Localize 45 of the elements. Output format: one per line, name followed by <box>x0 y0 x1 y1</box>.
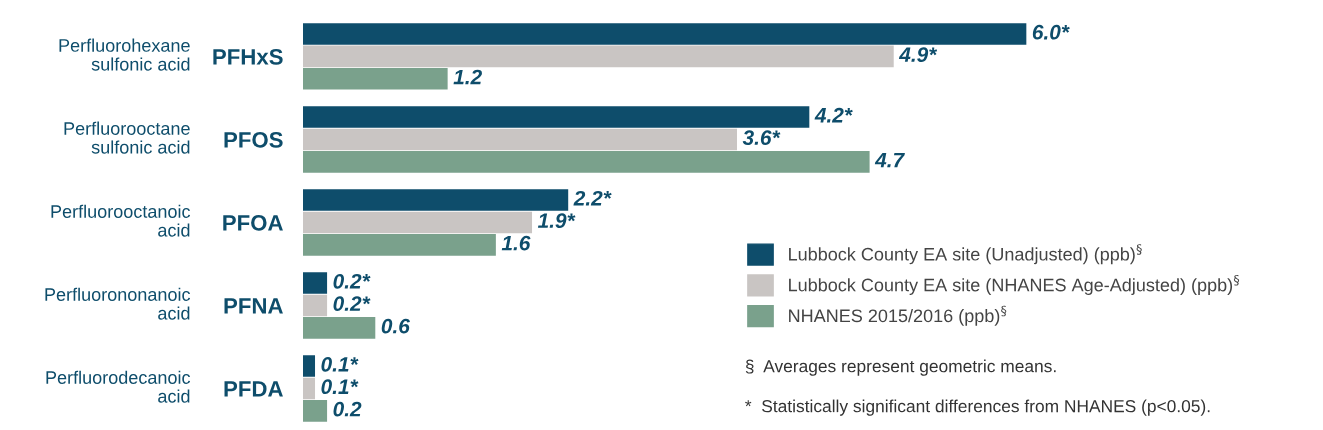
y-tick-label: PFNA <box>224 298 283 314</box>
data-label: 2.2* <box>573 190 612 206</box>
bar <box>302 128 737 151</box>
data-label: 6.0* <box>1032 24 1070 40</box>
bar <box>302 377 316 400</box>
legend-label: NHANES 2015/2016 (ppb)$^{§}$ <box>789 305 1007 326</box>
data-label: 3.6* <box>742 130 781 146</box>
data-label: 4.2* <box>814 107 853 123</box>
bar <box>302 294 328 317</box>
legend-label: Lubbock County EA site (Unadjusted) (ppb)$^{§}$ <box>789 244 1142 265</box>
bar <box>302 68 448 90</box>
text: Perfluorodecanoic acid <box>46 370 191 403</box>
bar <box>302 272 328 294</box>
bar <box>302 400 328 422</box>
y-tick-label: PFOS <box>224 131 283 148</box>
text: Perfluorohexane sulfonic acid <box>59 38 190 71</box>
data-label: 0.6 <box>381 318 410 334</box>
data-label: 1.9* <box>537 213 576 229</box>
y-tick-label: PFOA <box>223 214 283 231</box>
annotation: § Averages represent geometric means. <box>745 359 1056 376</box>
data-label: 4.7 <box>874 152 905 168</box>
legend-label: Lubbock County EA site (NHANES Age-Adjusted) (ppb)$^{§}$ <box>789 274 1240 295</box>
text: Perfluorononanoic acid <box>45 287 191 320</box>
data-label: 1.2 <box>453 69 482 85</box>
data-label: 0.2 <box>333 401 362 417</box>
data-label: 0.2* <box>333 273 371 289</box>
y-tick-label: PFHxS <box>213 48 283 65</box>
bar <box>302 211 533 234</box>
text: Perfluorooctanoic acid <box>51 204 191 237</box>
bar <box>302 151 870 173</box>
bar <box>302 106 810 128</box>
bar <box>302 234 496 256</box>
data-label: 0.1* <box>321 379 359 395</box>
text: Perfluorooctane sulfonic acid <box>64 121 190 154</box>
data-label: 4.9* <box>898 47 938 62</box>
data-label: 0.2* <box>333 296 371 312</box>
bar <box>302 45 894 68</box>
bar <box>302 189 569 211</box>
bar <box>302 23 1027 45</box>
annotation: * Statistically significant differences from NHANES (p<0.05). <box>745 399 1210 416</box>
y-tick-label: PFDA <box>224 381 283 397</box>
bar <box>302 355 316 377</box>
bar <box>302 317 376 339</box>
data-label: 1.6 <box>501 235 531 251</box>
data-label: 0.1* <box>321 356 359 372</box>
